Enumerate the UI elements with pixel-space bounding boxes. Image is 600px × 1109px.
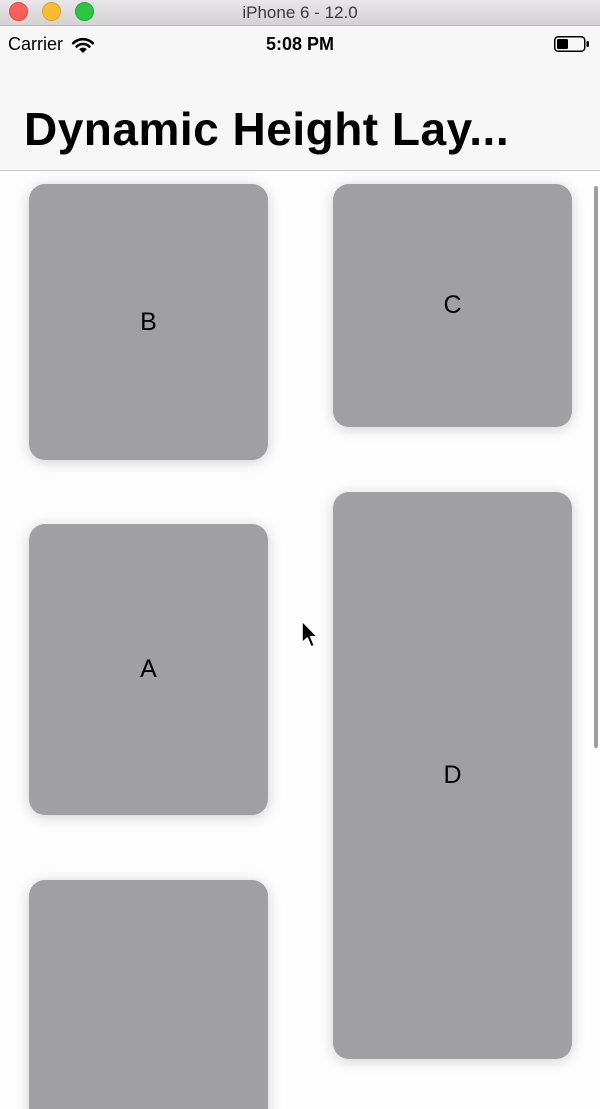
status-time: 5:08 PM	[265, 34, 335, 54]
simulator-title-bar: iPhone 6 - 12.0	[0, 0, 600, 26]
vertical-scrollbar[interactable]	[594, 186, 598, 748]
card-c[interactable]: C	[333, 184, 572, 427]
card-b[interactable]: B	[29, 184, 268, 460]
mouse-pointer-icon	[301, 620, 319, 648]
collection-view[interactable]: B C A D	[0, 171, 600, 1109]
card-d[interactable]: D	[333, 492, 572, 1059]
card-partial[interactable]	[29, 880, 268, 1109]
navigation-bar: Carrier 5:08 PM Dynamic Height Lay...	[0, 26, 600, 171]
close-window-button[interactable]	[9, 2, 28, 21]
carrier-label: Carrier	[8, 34, 64, 54]
window-title: iPhone 6 - 12.0	[242, 3, 358, 22]
wifi-icon	[71, 37, 95, 53]
maximize-window-button[interactable]	[75, 2, 94, 21]
battery-icon	[554, 36, 589, 52]
status-bar-left: Carrier	[8, 34, 95, 55]
page-title: Dynamic Height Lay...	[24, 103, 510, 155]
card-a[interactable]: A	[29, 524, 268, 815]
minimize-window-button[interactable]	[42, 2, 61, 21]
